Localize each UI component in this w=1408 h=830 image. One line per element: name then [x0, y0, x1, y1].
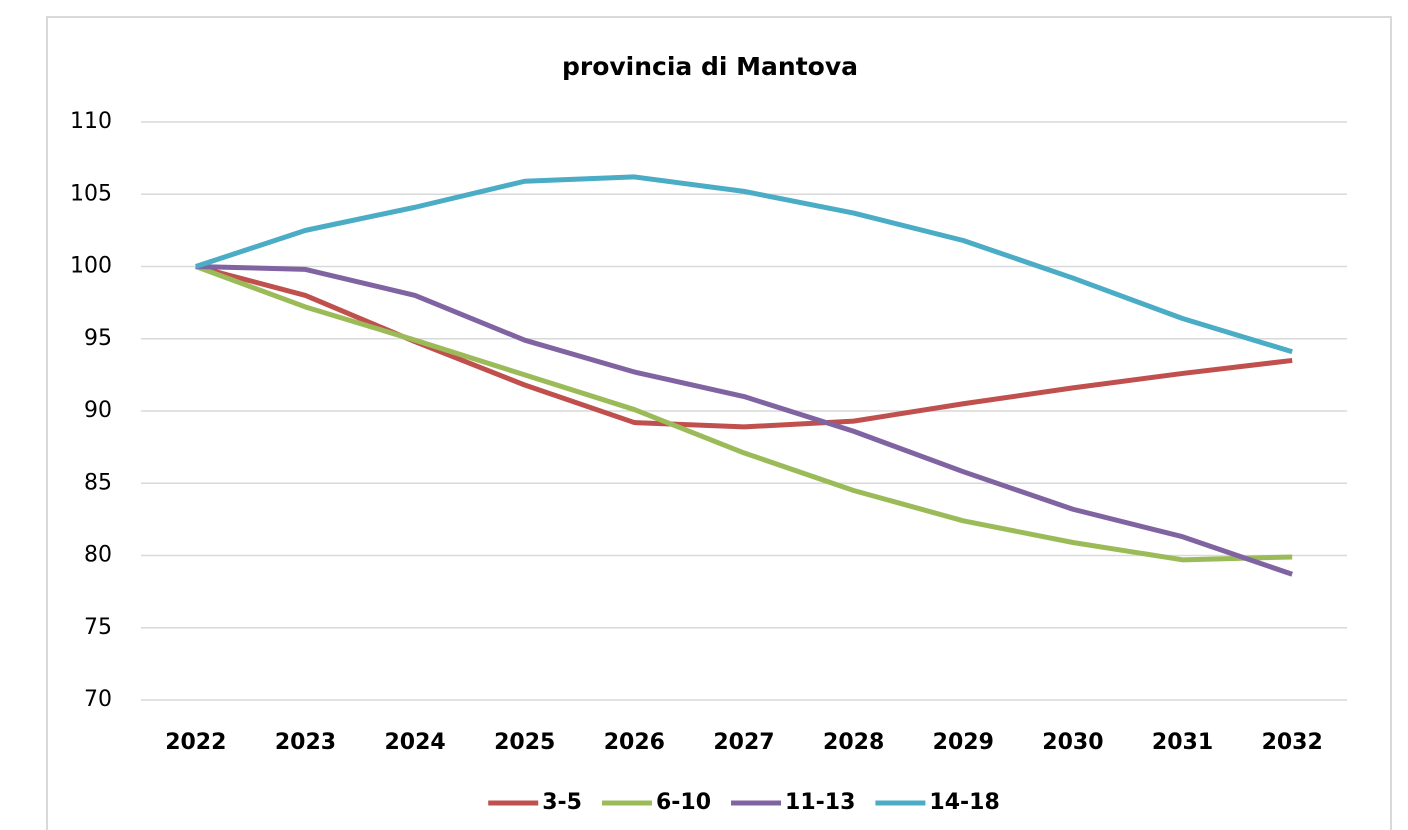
- y-tick-label: 70: [84, 687, 112, 712]
- y-tick-label: 105: [70, 181, 112, 206]
- x-tick-label: 2022: [165, 730, 226, 755]
- data-line: [195, 264, 1293, 430]
- legend-label: 14-18: [929, 790, 999, 815]
- data-line: [195, 264, 1293, 577]
- x-tick-label: 2025: [494, 730, 555, 755]
- y-tick-label: 95: [84, 326, 112, 351]
- legend-label: 6-10: [656, 790, 711, 815]
- x-tick-label: 2032: [1262, 730, 1323, 755]
- y-tick-label: 80: [84, 543, 112, 568]
- y-tick-label: 90: [84, 398, 112, 423]
- x-tick-label: 2031: [1152, 730, 1213, 755]
- x-tick-label: 2029: [933, 730, 994, 755]
- legend-label: 11-13: [785, 790, 855, 815]
- legend-label: 3-5: [542, 790, 582, 815]
- x-tick-label: 2026: [604, 730, 665, 755]
- y-tick-label: 75: [84, 615, 112, 640]
- x-tick-label: 2027: [713, 730, 774, 755]
- data-line: [194, 264, 1293, 563]
- data-line: [195, 174, 1293, 355]
- y-tick-label: 85: [84, 470, 112, 495]
- x-tick-label: 2024: [384, 730, 445, 755]
- chart-title: provincia di Mantova: [562, 52, 858, 81]
- x-tick-label: 2030: [1042, 730, 1103, 755]
- x-tick-label: 2023: [275, 730, 336, 755]
- x-tick-label: 2028: [823, 730, 884, 755]
- y-tick-label: 110: [70, 109, 112, 134]
- y-tick-label: 100: [70, 254, 112, 279]
